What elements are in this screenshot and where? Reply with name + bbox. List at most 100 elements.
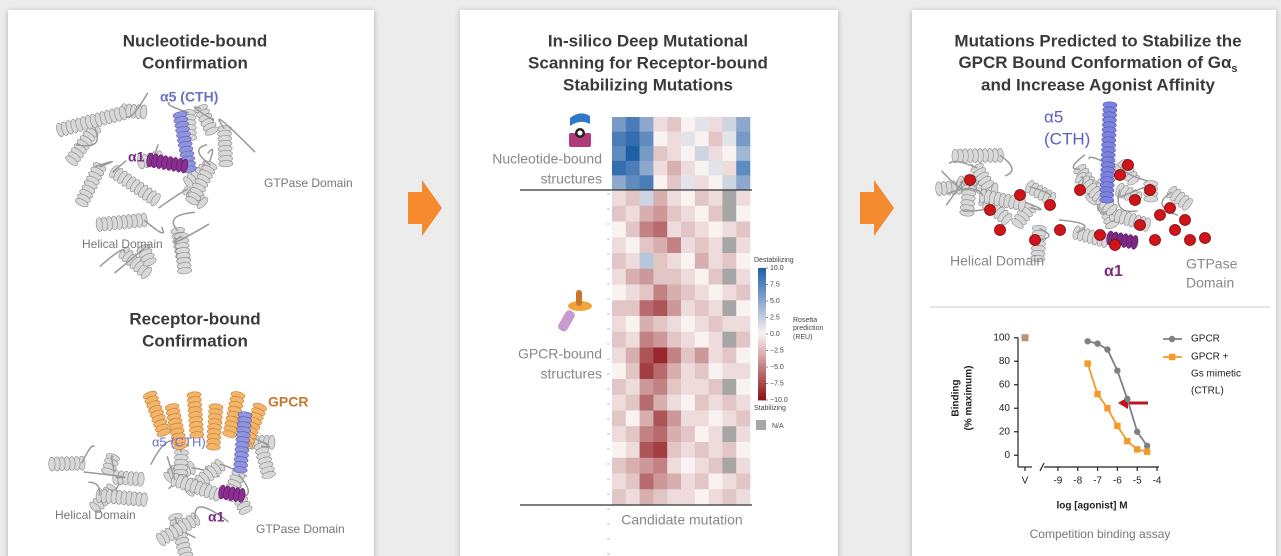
loop [945, 180, 964, 206]
panel-right [912, 10, 1276, 556]
loop [1029, 186, 1052, 198]
helix-turn [1105, 204, 1118, 216]
heatmap-cell [625, 253, 640, 270]
heatmap-cell [736, 379, 751, 396]
legend-label: GPCR [1191, 334, 1220, 345]
colorbar-segment [758, 393, 766, 398]
helix-turn [232, 466, 248, 474]
colorbar-segment [758, 360, 766, 365]
heatmap-cell [667, 442, 682, 459]
colorbar-label: Stabilizing [754, 405, 786, 412]
heatmap-cell [708, 442, 723, 459]
heatmap-cell [681, 363, 696, 380]
helix-turn [218, 160, 234, 168]
loop [166, 456, 176, 481]
heatmap-cell [736, 253, 751, 270]
heatmap-cell [667, 268, 682, 285]
colorbar-segment [758, 301, 766, 305]
helix [1099, 101, 1118, 204]
heatmap-cell [639, 253, 654, 270]
loop [1161, 191, 1179, 217]
heatmap-cell [653, 253, 668, 270]
loop [194, 506, 229, 523]
heatmap-cell [708, 394, 723, 411]
heatmap-cell [694, 221, 709, 238]
heatmap-cell [708, 205, 723, 222]
heatmap-cell [722, 410, 737, 427]
heatmap-cell [639, 410, 654, 427]
heatmap-cell [612, 160, 627, 176]
loop [158, 188, 189, 209]
heatmap-cell [681, 316, 696, 333]
y-tick-label: 0 [1004, 450, 1010, 461]
colorbar-segment [758, 281, 766, 285]
loop [75, 127, 99, 147]
loop [1072, 154, 1086, 170]
loop [172, 211, 195, 232]
heatmap-cell [708, 426, 723, 443]
colorbar-segment [758, 324, 766, 328]
helix [1074, 171, 1118, 216]
helix-turn [1130, 235, 1139, 250]
heatmap-cell [625, 284, 640, 301]
y-tick-label: 20 [999, 426, 1011, 437]
heatmap-cell [694, 253, 709, 270]
colorbar-segment [758, 287, 766, 292]
title: Nucleotide-bound [123, 31, 267, 50]
heatmap-cell [612, 205, 627, 222]
label: α1 [128, 149, 145, 165]
helix [109, 165, 161, 206]
heatmap-cell [736, 473, 751, 490]
heatmap-cell [639, 331, 654, 348]
heatmap-cell [708, 160, 723, 176]
title: and Increase Agonist Affinity [981, 75, 1215, 94]
heatmap-cell [681, 489, 696, 506]
heatmap-cell [736, 160, 751, 176]
heatmap-cell [612, 394, 627, 411]
title: Confirmation [142, 331, 248, 350]
heatmap-cell [694, 489, 709, 506]
heatmap-cell [653, 457, 668, 474]
heatmap-cell [625, 300, 640, 317]
heatmap-cell [653, 363, 668, 380]
heatmap-cell [612, 331, 627, 348]
heatmap-cell [722, 268, 737, 285]
loop [81, 445, 95, 464]
heatmap-cell [722, 221, 737, 238]
heatmap-cell [667, 394, 682, 411]
helix [136, 244, 157, 267]
x-tick-label: -6 [1113, 476, 1122, 487]
label: Helical Domain [950, 253, 1044, 269]
loop [99, 249, 126, 268]
heatmap-cell [681, 190, 696, 207]
label: Helical Domain [82, 237, 163, 251]
heatmap-cell [736, 221, 751, 238]
helix [185, 160, 218, 206]
helix-turn [137, 154, 145, 170]
heatmap-cell [694, 426, 709, 443]
heatmap-cell [694, 205, 709, 222]
heatmap-cell [653, 160, 668, 176]
label: GTPase Domain [256, 522, 345, 536]
heatmap-cell [681, 457, 696, 474]
heatmap-cell [667, 331, 682, 348]
title: Scanning for Receptor-bound [528, 53, 768, 72]
heatmap-cell [639, 347, 654, 364]
residue-sphere [1029, 234, 1041, 246]
heatmap-cell [722, 379, 737, 396]
residue-sphere [1184, 234, 1196, 246]
heatmap-cell [694, 146, 709, 162]
colorbar-segment [758, 297, 766, 302]
heatmap-cell [722, 160, 737, 176]
heatmap-cell [653, 205, 668, 222]
heatmap-cell [722, 237, 737, 254]
data-point [1133, 446, 1141, 453]
heatmap-cell [708, 190, 723, 207]
residue-sphere [1094, 229, 1106, 241]
loop [94, 160, 113, 168]
heatmap-cell [625, 190, 640, 207]
heatmap-cell [612, 473, 627, 490]
heatmap-cell [694, 237, 709, 254]
helix [164, 403, 188, 450]
title: Stabilizing Mutations [563, 75, 733, 94]
